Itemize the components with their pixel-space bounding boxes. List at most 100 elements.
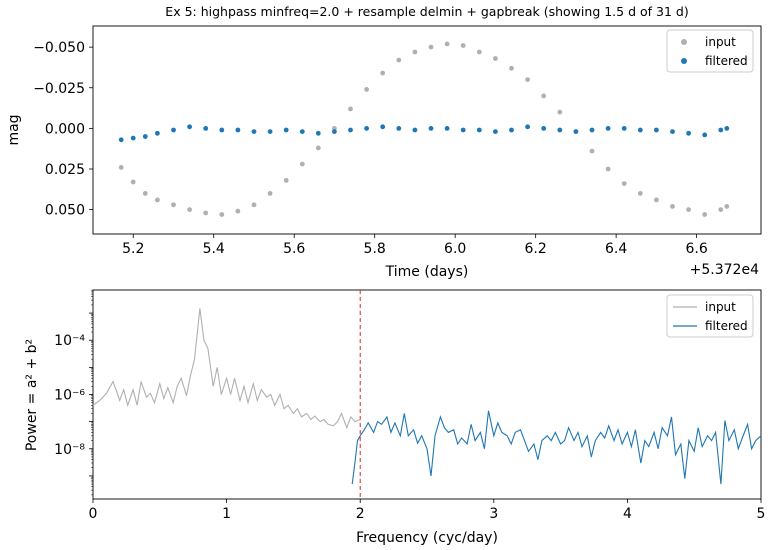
filtered-point [476,127,482,133]
x-tick-label: 5.4 [203,241,225,257]
time-series-axes-frame [92,25,762,235]
input-point [509,65,514,71]
input-point [396,57,402,63]
legend-filtered-label: filtered [705,54,748,68]
input-point [203,210,209,216]
input-point [428,44,434,50]
x-tick-label: 6.4 [605,241,627,257]
input-point [702,212,708,217]
input-point [118,165,124,170]
legend-input-label: input [705,300,736,314]
input-point [670,204,675,209]
input-point [142,191,148,196]
input-point [380,70,386,76]
x-tick-label: 2 [356,506,365,522]
filtered-point [654,127,659,133]
filtered-point [686,130,691,136]
filtered-point [718,127,724,133]
input-point [155,197,160,203]
x-tick-label: 5.2 [122,241,144,257]
frequency-x-axis-label: Frequency (cyc/day) [356,530,498,546]
x-offset-label: +5.372e4 [690,262,759,278]
x-tick-label: 4 [623,506,632,522]
filtered-point [142,134,148,139]
filtered-point [557,127,563,133]
input-point [525,77,530,82]
filtered-point [573,129,579,135]
x-tick-label: 5.8 [364,241,386,257]
x-tick-label: 6.0 [444,241,466,257]
filtered-point [702,132,708,138]
x-tick-label: 5.6 [283,241,305,257]
x-tick-label: 6.6 [685,241,707,257]
x-tick-label: 0 [89,506,98,522]
input-point [235,208,241,214]
filtered-point [187,124,193,130]
y-tick-label: 0.050 [45,203,85,219]
filtered-point [509,127,514,133]
filtered-point [155,130,160,136]
filtered-point [219,127,225,133]
filtered-point [380,124,386,130]
filtered-point [283,127,289,133]
y-tick-label: 10⁻⁴ [54,333,85,349]
input-point [283,178,289,183]
mag-y-axis-label: mag [6,114,22,145]
legend-filtered-marker [681,58,687,64]
time-series-legend: input filtered [666,29,754,73]
input-point [267,191,273,196]
time-series-panel: 5.2 5.4 5.6 5.8 6.0 6.2 6.4 6.6 −0.050 −0.025 0.0… [6,25,762,280]
input-point [541,93,547,99]
filtered-point [203,125,209,131]
input-point [654,197,659,203]
filtered-power-line [351,410,762,485]
input-point [412,49,418,55]
filtered-point [118,137,124,143]
filtered-point [315,130,321,136]
input-point [718,207,724,213]
filtered-point [444,125,450,131]
input-point [621,181,627,187]
y-tick-label: 10⁻⁸ [54,442,85,458]
filtered-point [332,129,337,135]
y-tick-label: 0.000 [45,121,85,137]
input-point [187,207,193,213]
input-point [476,49,482,55]
input-point [348,106,353,112]
input-point [251,202,257,208]
input-point [219,212,225,217]
legend-input-marker [681,39,687,45]
input-point [315,145,321,151]
power-axes-frame [92,289,762,500]
input-power-line [92,308,361,430]
x-tick-label: 3 [489,506,498,522]
input-point [299,161,305,167]
filtered-point [412,127,418,133]
legend-box [666,29,754,73]
y-tick-label: −0.050 [33,40,85,56]
input-point [557,109,563,115]
filtered-point [460,127,466,133]
y-tick-label: 10⁻⁶ [54,388,85,404]
input-scatter-series [118,41,730,217]
x-tick-label: 6.2 [525,241,547,257]
filtered-point [171,127,176,133]
input-point [605,166,611,172]
input-point [364,87,369,92]
time-x-axis-label: Time (days) [385,264,469,280]
input-point [686,207,691,213]
input-point [460,43,466,48]
y-tick-label: −0.025 [33,81,85,97]
filtered-point [670,129,675,135]
figure-title: Ex 5: highpass minfreq=2.0 + resample de… [165,4,688,19]
filtered-scatter-series [118,124,730,143]
input-point [589,148,595,154]
filtered-point [251,129,257,135]
filtered-point [396,125,402,131]
filtered-point [525,124,530,130]
power-y-axis-label: Power = a² + b² [24,339,40,451]
filtered-point [267,129,273,135]
filtered-point [605,125,611,131]
filtered-point [130,135,136,141]
